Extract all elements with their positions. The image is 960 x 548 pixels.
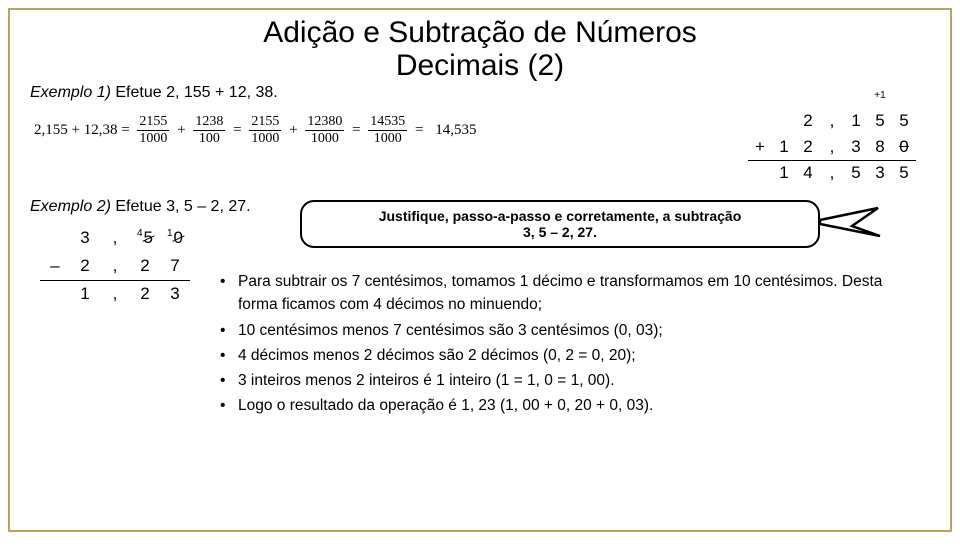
sub-row-2: – 2 , 2 7 bbox=[40, 252, 190, 280]
example-2-label: Exemplo 2) Efetue 3, 5 – 2, 27. bbox=[30, 198, 251, 216]
carry-mark: +1 bbox=[868, 82, 892, 108]
ex2-prefix: Exemplo 2) bbox=[30, 198, 111, 215]
example-1-label: Exemplo 1) Efetue 2, 155 + 12, 38. bbox=[30, 84, 278, 102]
explanation-bullets: Para subtrair os 7 centésimos, tomamos 1… bbox=[220, 270, 920, 420]
frac-1: 21551000 bbox=[137, 114, 169, 147]
title-line-1: Adição e Subtração de Números bbox=[263, 16, 697, 49]
bullet-item: Para subtrair os 7 centésimos, tomamos 1… bbox=[220, 270, 920, 317]
frac-2: 1238100 bbox=[193, 114, 225, 147]
frac-3: 21551000 bbox=[249, 114, 281, 147]
frac-4: 123801000 bbox=[305, 114, 344, 147]
bullet-item: 10 centésimos menos 7 centésimos são 3 c… bbox=[220, 319, 920, 342]
title-line-2: Decimais (2) bbox=[396, 49, 564, 82]
bullet-item: 4 décimos menos 2 décimos são 2 décimos … bbox=[220, 344, 920, 367]
add-row-result: 14,535 bbox=[748, 160, 916, 186]
addition-columnar: +1 2,155 +12,380 14,535 bbox=[748, 82, 916, 186]
subtraction-columnar: 3 , 45 10 – 2 , 2 7 1 , 2 3 bbox=[40, 224, 190, 308]
callout-tail-icon bbox=[818, 206, 888, 240]
formula-result: 14,535 bbox=[431, 122, 480, 138]
bullet-item: 3 inteiros menos 2 inteiros é 1 inteiro … bbox=[220, 369, 920, 392]
add-row-1: 2,155 bbox=[748, 108, 916, 134]
ex1-prefix: Exemplo 1) bbox=[30, 84, 111, 101]
sub-row-result: 1 , 2 3 bbox=[40, 280, 190, 308]
callout-line-1: Justifique, passo-a-passo e corretamente… bbox=[379, 208, 742, 224]
frac-5: 145351000 bbox=[368, 114, 407, 147]
fraction-formula: 2,155 + 12,38 = 21551000 + 1238100 = 215… bbox=[30, 114, 481, 147]
formula-lhs: 2,155 + 12,38 = bbox=[30, 122, 134, 138]
ex1-text: Efetue 2, 155 + 12, 38. bbox=[115, 84, 277, 101]
slide-frame: Adição e Subtração de Números Decimais (… bbox=[8, 8, 952, 532]
slide-title: Adição e Subtração de Números Decimais (… bbox=[30, 16, 930, 82]
bullet-item: Logo o resultado da operação é 1, 23 (1,… bbox=[220, 394, 920, 417]
justify-callout: Justifique, passo-a-passo e corretamente… bbox=[300, 200, 820, 248]
sub-row-1: 3 , 45 10 bbox=[40, 224, 190, 252]
callout-line-2: 3, 5 – 2, 27. bbox=[523, 224, 597, 240]
ex2-text: Efetue 3, 5 – 2, 27. bbox=[115, 198, 250, 215]
add-row-2: +12,380 bbox=[748, 134, 916, 160]
